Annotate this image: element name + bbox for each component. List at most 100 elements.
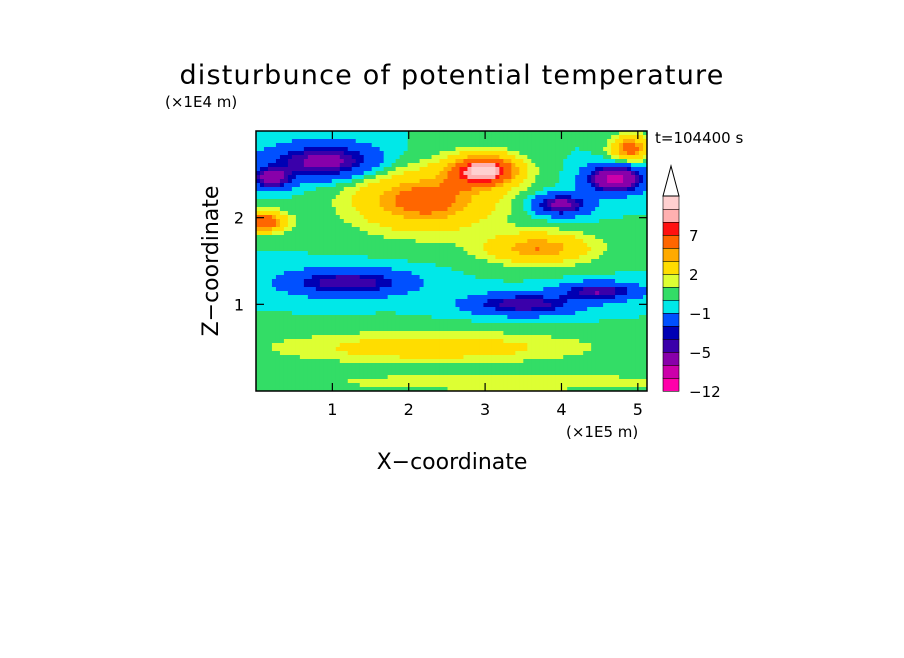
field-cell — [507, 259, 512, 264]
field-cell — [611, 311, 616, 316]
field-cell — [579, 187, 584, 192]
field-cell — [631, 259, 636, 264]
field-cell — [319, 275, 325, 280]
field-cell — [375, 219, 381, 224]
field-cell — [359, 183, 365, 188]
field-cell — [339, 215, 345, 220]
field-cell — [543, 319, 548, 324]
field-cell — [459, 303, 465, 308]
field-cell — [439, 323, 445, 328]
field-cell — [256, 207, 261, 212]
field-cell — [339, 211, 345, 216]
field-cell — [423, 287, 429, 292]
field-cell — [427, 283, 433, 288]
field-cell — [467, 151, 473, 156]
field-cell — [387, 155, 393, 160]
field-cell — [411, 223, 417, 228]
field-cell — [475, 275, 481, 280]
field-cell — [607, 291, 612, 296]
field-cell — [475, 195, 481, 200]
field-cell — [523, 295, 528, 300]
field-cell — [507, 131, 512, 136]
field-cell — [275, 267, 281, 272]
field-cell — [555, 139, 560, 144]
field-cell — [595, 131, 600, 136]
field-cell — [419, 199, 425, 204]
field-cell — [603, 235, 608, 240]
field-cell — [447, 331, 453, 336]
field-cell — [259, 159, 265, 164]
field-cell — [607, 323, 612, 328]
field-cell — [607, 171, 612, 176]
field-cell — [635, 283, 640, 288]
field-cell — [267, 327, 273, 332]
field-cell — [443, 231, 449, 236]
field-cell — [551, 151, 556, 156]
field-cell — [579, 291, 584, 296]
field-cell — [479, 251, 485, 256]
field-cell — [423, 235, 429, 240]
field-cell — [623, 291, 628, 296]
field-cell — [383, 175, 389, 180]
field-cell — [279, 231, 285, 236]
field-cell — [479, 135, 485, 140]
field-cell — [343, 203, 349, 208]
field-cell — [443, 247, 449, 252]
field-cell — [291, 223, 297, 228]
field-cell — [523, 315, 528, 320]
field-cell — [415, 147, 421, 152]
field-cell — [515, 283, 520, 288]
field-cell — [607, 159, 612, 164]
field-cell — [595, 267, 600, 272]
field-cell — [267, 147, 273, 152]
field-cell — [627, 179, 632, 184]
field-cell — [615, 247, 620, 252]
field-cell — [311, 227, 317, 232]
field-cell — [423, 135, 429, 140]
field-cell — [407, 275, 413, 280]
field-cell — [367, 163, 373, 168]
field-cell — [347, 143, 353, 148]
field-cell — [611, 243, 616, 248]
field-cell — [527, 303, 532, 308]
field-cell — [611, 183, 616, 188]
field-cell — [256, 239, 261, 244]
field-cell — [451, 299, 457, 304]
field-cell — [503, 187, 508, 192]
field-cell — [539, 255, 544, 260]
field-cell — [551, 195, 556, 200]
field-cell — [623, 271, 628, 276]
field-cell — [507, 155, 512, 160]
field-cell — [519, 247, 524, 252]
field-cell — [639, 327, 644, 332]
field-cell — [347, 239, 353, 244]
field-cell — [455, 319, 461, 324]
field-cell — [619, 199, 624, 204]
field-cell — [531, 183, 536, 188]
field-cell — [379, 135, 385, 140]
field-cell — [579, 307, 584, 312]
field-cell — [451, 271, 457, 276]
field-cell — [371, 195, 377, 200]
field-cell — [443, 319, 449, 324]
field-cell — [399, 135, 405, 140]
field-cell — [603, 151, 608, 156]
field-cell — [507, 255, 512, 260]
field-cell — [443, 215, 449, 220]
field-cell — [275, 167, 281, 172]
field-cell — [471, 203, 477, 208]
field-cell — [395, 171, 401, 176]
field-cell — [427, 175, 433, 180]
field-cell — [439, 183, 445, 188]
field-cell — [371, 287, 377, 292]
field-cell — [479, 187, 485, 192]
field-cell — [467, 307, 473, 312]
field-cell — [567, 227, 572, 232]
field-cell — [427, 219, 433, 224]
field-cell — [291, 155, 297, 160]
field-cell — [351, 327, 357, 332]
field-cell — [603, 155, 608, 160]
field-cell — [475, 243, 481, 248]
field-cell — [259, 147, 265, 152]
field-cell — [335, 315, 341, 320]
